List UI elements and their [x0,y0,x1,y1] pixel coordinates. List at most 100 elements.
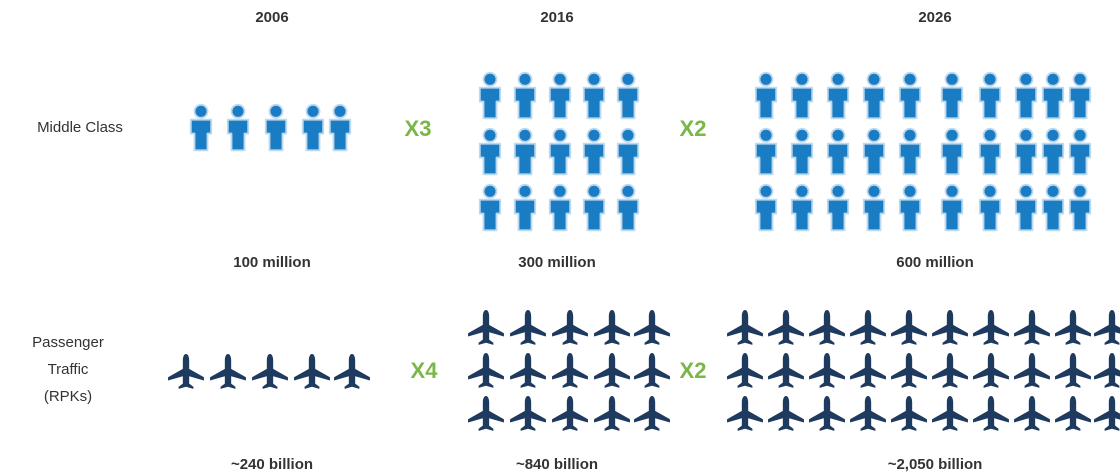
plane-icon [468,396,504,431]
plane-icon [727,396,763,431]
plane-icon [634,396,670,431]
person-icon [754,71,778,120]
plane-icon [850,396,886,431]
plane-icon [552,310,588,345]
plane-icon [1094,310,1120,345]
plane-icon [168,354,204,389]
person-icon [513,71,537,120]
plane-icon [210,354,246,389]
person-icon [1068,71,1092,120]
plane-icon [727,310,763,345]
person-icon [616,127,640,176]
person-icon [1014,71,1038,120]
plane-icon [891,310,927,345]
multiplier: X3 [405,116,432,141]
plane-icon [809,353,845,388]
person-icon [1014,183,1038,232]
plane-icon [973,353,1009,388]
person-icon [826,183,850,232]
plane-icon [891,396,927,431]
multiplier: X4 [411,358,439,383]
plane-icon [768,396,804,431]
plane-icon [634,310,670,345]
person-icon [478,71,502,120]
person-icon [978,183,1002,232]
plane-icon [334,354,370,389]
plane-icon [768,310,804,345]
plane-icon [1094,353,1120,388]
plane-icon [973,310,1009,345]
plane-icon [1014,310,1050,345]
multiplier: X2 [680,116,707,141]
plane-icon [510,396,546,431]
person-icon [548,71,572,120]
person-icon [940,71,964,120]
person-icon [826,71,850,120]
plane-icon [809,396,845,431]
row-label: Passenger [32,334,104,351]
person-icon [582,183,606,232]
plane-icon [932,353,968,388]
value-label: ~840 billion [516,456,598,473]
plane-icon [594,396,630,431]
plane-icon [727,353,763,388]
person-icon [826,127,850,176]
plane-icon [932,310,968,345]
value-label: ~2,050 billion [888,456,983,473]
plane-icon [294,354,330,389]
person-icon [862,127,886,176]
person-icon [264,103,288,152]
person-icon [1041,127,1065,176]
row-label: Middle Class [37,119,123,136]
person-icon [940,127,964,176]
plane-icon [634,353,670,388]
person-icon [1068,127,1092,176]
person-icon [1041,183,1065,232]
person-icon [328,103,352,152]
person-icon [548,127,572,176]
plane-icon [1014,396,1050,431]
plane-icon [1055,396,1091,431]
plane-icon [468,353,504,388]
plane-icon [594,353,630,388]
plane-icon [1014,353,1050,388]
person-icon [978,71,1002,120]
person-icon [978,127,1002,176]
value-label: 600 million [896,254,974,271]
plane-icon [768,353,804,388]
person-icon [862,71,886,120]
value-label: 300 million [518,254,596,271]
person-icon [898,183,922,232]
person-icon [513,183,537,232]
person-icon [478,127,502,176]
plane-icon [1055,353,1091,388]
person-icon [1068,183,1092,232]
person-icon [898,71,922,120]
person-icon [548,183,572,232]
person-icon [582,71,606,120]
person-icon [226,103,250,152]
person-icon [754,127,778,176]
plane-icon [510,353,546,388]
person-icon [1014,127,1038,176]
row-label: Traffic [48,361,89,378]
plane-icon [552,396,588,431]
person-icon [616,183,640,232]
multiplier: X2 [680,358,707,383]
person-icon [582,127,606,176]
plane-icon [850,310,886,345]
person-icon [616,71,640,120]
person-icon [898,127,922,176]
value-label: 100 million [233,254,311,271]
plane-icon [809,310,845,345]
person-icon [790,183,814,232]
year-label: 2026 [918,9,951,26]
plane-icon [594,310,630,345]
plane-icon [1055,310,1091,345]
person-icon [478,183,502,232]
plane-icon [891,353,927,388]
plane-icon [552,353,588,388]
plane-icon [252,354,288,389]
person-icon [1041,71,1065,120]
